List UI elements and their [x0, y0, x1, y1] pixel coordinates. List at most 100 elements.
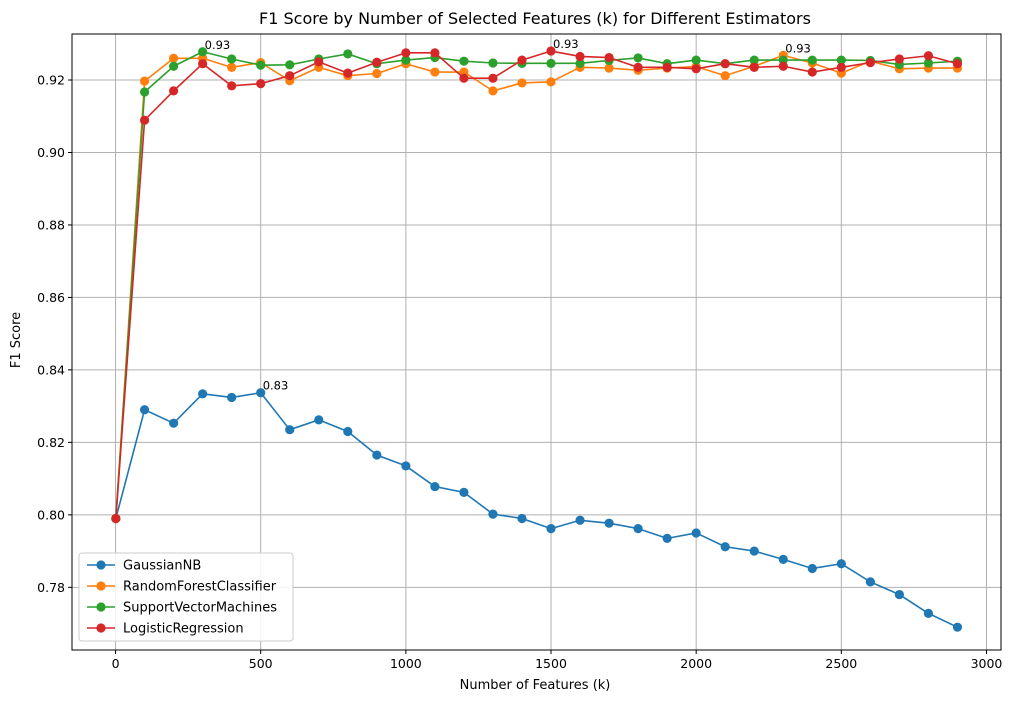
data-point [836, 62, 846, 72]
x-tick-label: 0 [112, 656, 120, 671]
data-label: 0.93 [205, 38, 231, 52]
data-point [139, 115, 150, 125]
data-point [169, 418, 179, 428]
data-point [894, 54, 904, 64]
data-point [227, 62, 237, 72]
data-point [488, 86, 498, 96]
legend-label: SupportVectorMachines [123, 601, 277, 616]
data-point [488, 73, 498, 83]
data-point [372, 68, 382, 79]
annotations: 0.93 0.93 0.93 0.83 [205, 37, 811, 393]
data-point [720, 542, 730, 552]
legend-marker [96, 560, 106, 570]
data-point [923, 58, 934, 68]
data-point [488, 509, 498, 519]
x-tick-label: 3000 [971, 656, 1003, 671]
data-point [894, 589, 904, 600]
series-line [115, 54, 958, 519]
data-point [691, 55, 701, 65]
data-point [517, 513, 527, 524]
legend-item: SupportVectorMachines [87, 601, 277, 616]
data-point [256, 79, 266, 89]
axis-ticks: 0 500 1000 1500 2000 2500 3000 0.78 0.80 0.82 0.84… [37, 73, 1002, 671]
y-tick-label: 0.80 [37, 507, 65, 522]
y-tick-label: 0.84 [37, 362, 65, 377]
data-point [691, 528, 701, 538]
data-point [633, 524, 643, 534]
data-point [778, 554, 788, 565]
data-point [111, 513, 121, 524]
data-point [256, 388, 266, 398]
y-tick-label: 0.86 [37, 290, 65, 305]
data-point [227, 81, 237, 91]
series-supportvectormachines [111, 47, 963, 524]
series-line [115, 50, 958, 519]
data-point [256, 60, 266, 70]
data-point [343, 49, 353, 59]
data-point [691, 64, 701, 74]
x-axis-title: Number of Features (k) [460, 678, 611, 693]
data-point [575, 515, 585, 525]
data-point [604, 63, 614, 73]
data-point [952, 59, 963, 69]
chart-title: F1 Score by Number of Selected Features … [259, 9, 811, 28]
data-point [430, 67, 440, 77]
data-point [139, 76, 150, 86]
data-point [343, 68, 353, 78]
legend: GaussianNB RandomForestClassifier SupportV… [78, 552, 294, 642]
series-gaussiannb [111, 388, 963, 632]
data-point [401, 48, 411, 58]
data-point [517, 78, 527, 88]
data-point [807, 67, 817, 77]
data-point [865, 58, 875, 68]
legend-marker [96, 602, 106, 612]
data-point [720, 71, 730, 81]
data-point [227, 392, 237, 403]
series-layer [111, 46, 963, 632]
data-point [604, 518, 614, 528]
data-point [314, 57, 324, 67]
data-point [633, 53, 643, 63]
x-tick-label: 1500 [535, 656, 567, 671]
data-point [865, 577, 875, 587]
x-tick-label: 500 [249, 656, 273, 671]
data-point [807, 563, 817, 574]
data-point [749, 62, 759, 72]
data-point [923, 51, 934, 61]
data-label: 0.83 [263, 379, 289, 393]
data-point [430, 48, 440, 58]
data-point [662, 62, 672, 72]
grid [72, 34, 1001, 650]
data-point [952, 622, 963, 632]
data-point [575, 51, 585, 62]
data-point [720, 59, 730, 69]
data-point [169, 61, 179, 71]
data-point [546, 46, 556, 56]
data-label: 0.93 [785, 41, 811, 55]
data-point [546, 58, 556, 68]
series-randomforestclassifier [111, 50, 963, 524]
data-point [546, 77, 556, 87]
data-point [198, 389, 208, 399]
data-point [749, 546, 759, 556]
series-line [115, 391, 958, 628]
legend-marker [96, 581, 106, 591]
y-tick-label: 0.88 [37, 217, 65, 232]
x-tick-label: 2500 [825, 656, 857, 671]
data-point [227, 54, 237, 64]
series-line [115, 50, 958, 519]
legend-label: LogisticRegression [123, 622, 244, 637]
data-point [662, 533, 672, 544]
data-point [778, 61, 788, 71]
data-point [807, 55, 817, 65]
data-point [372, 57, 382, 67]
legend-item: GaussianNB [87, 559, 201, 574]
x-tick-label: 1000 [390, 656, 422, 671]
data-point [749, 55, 759, 65]
data-point [169, 53, 179, 63]
x-tick-label: 2000 [680, 656, 712, 671]
data-point [285, 425, 295, 435]
data-point [343, 426, 353, 437]
data-point [459, 73, 469, 83]
